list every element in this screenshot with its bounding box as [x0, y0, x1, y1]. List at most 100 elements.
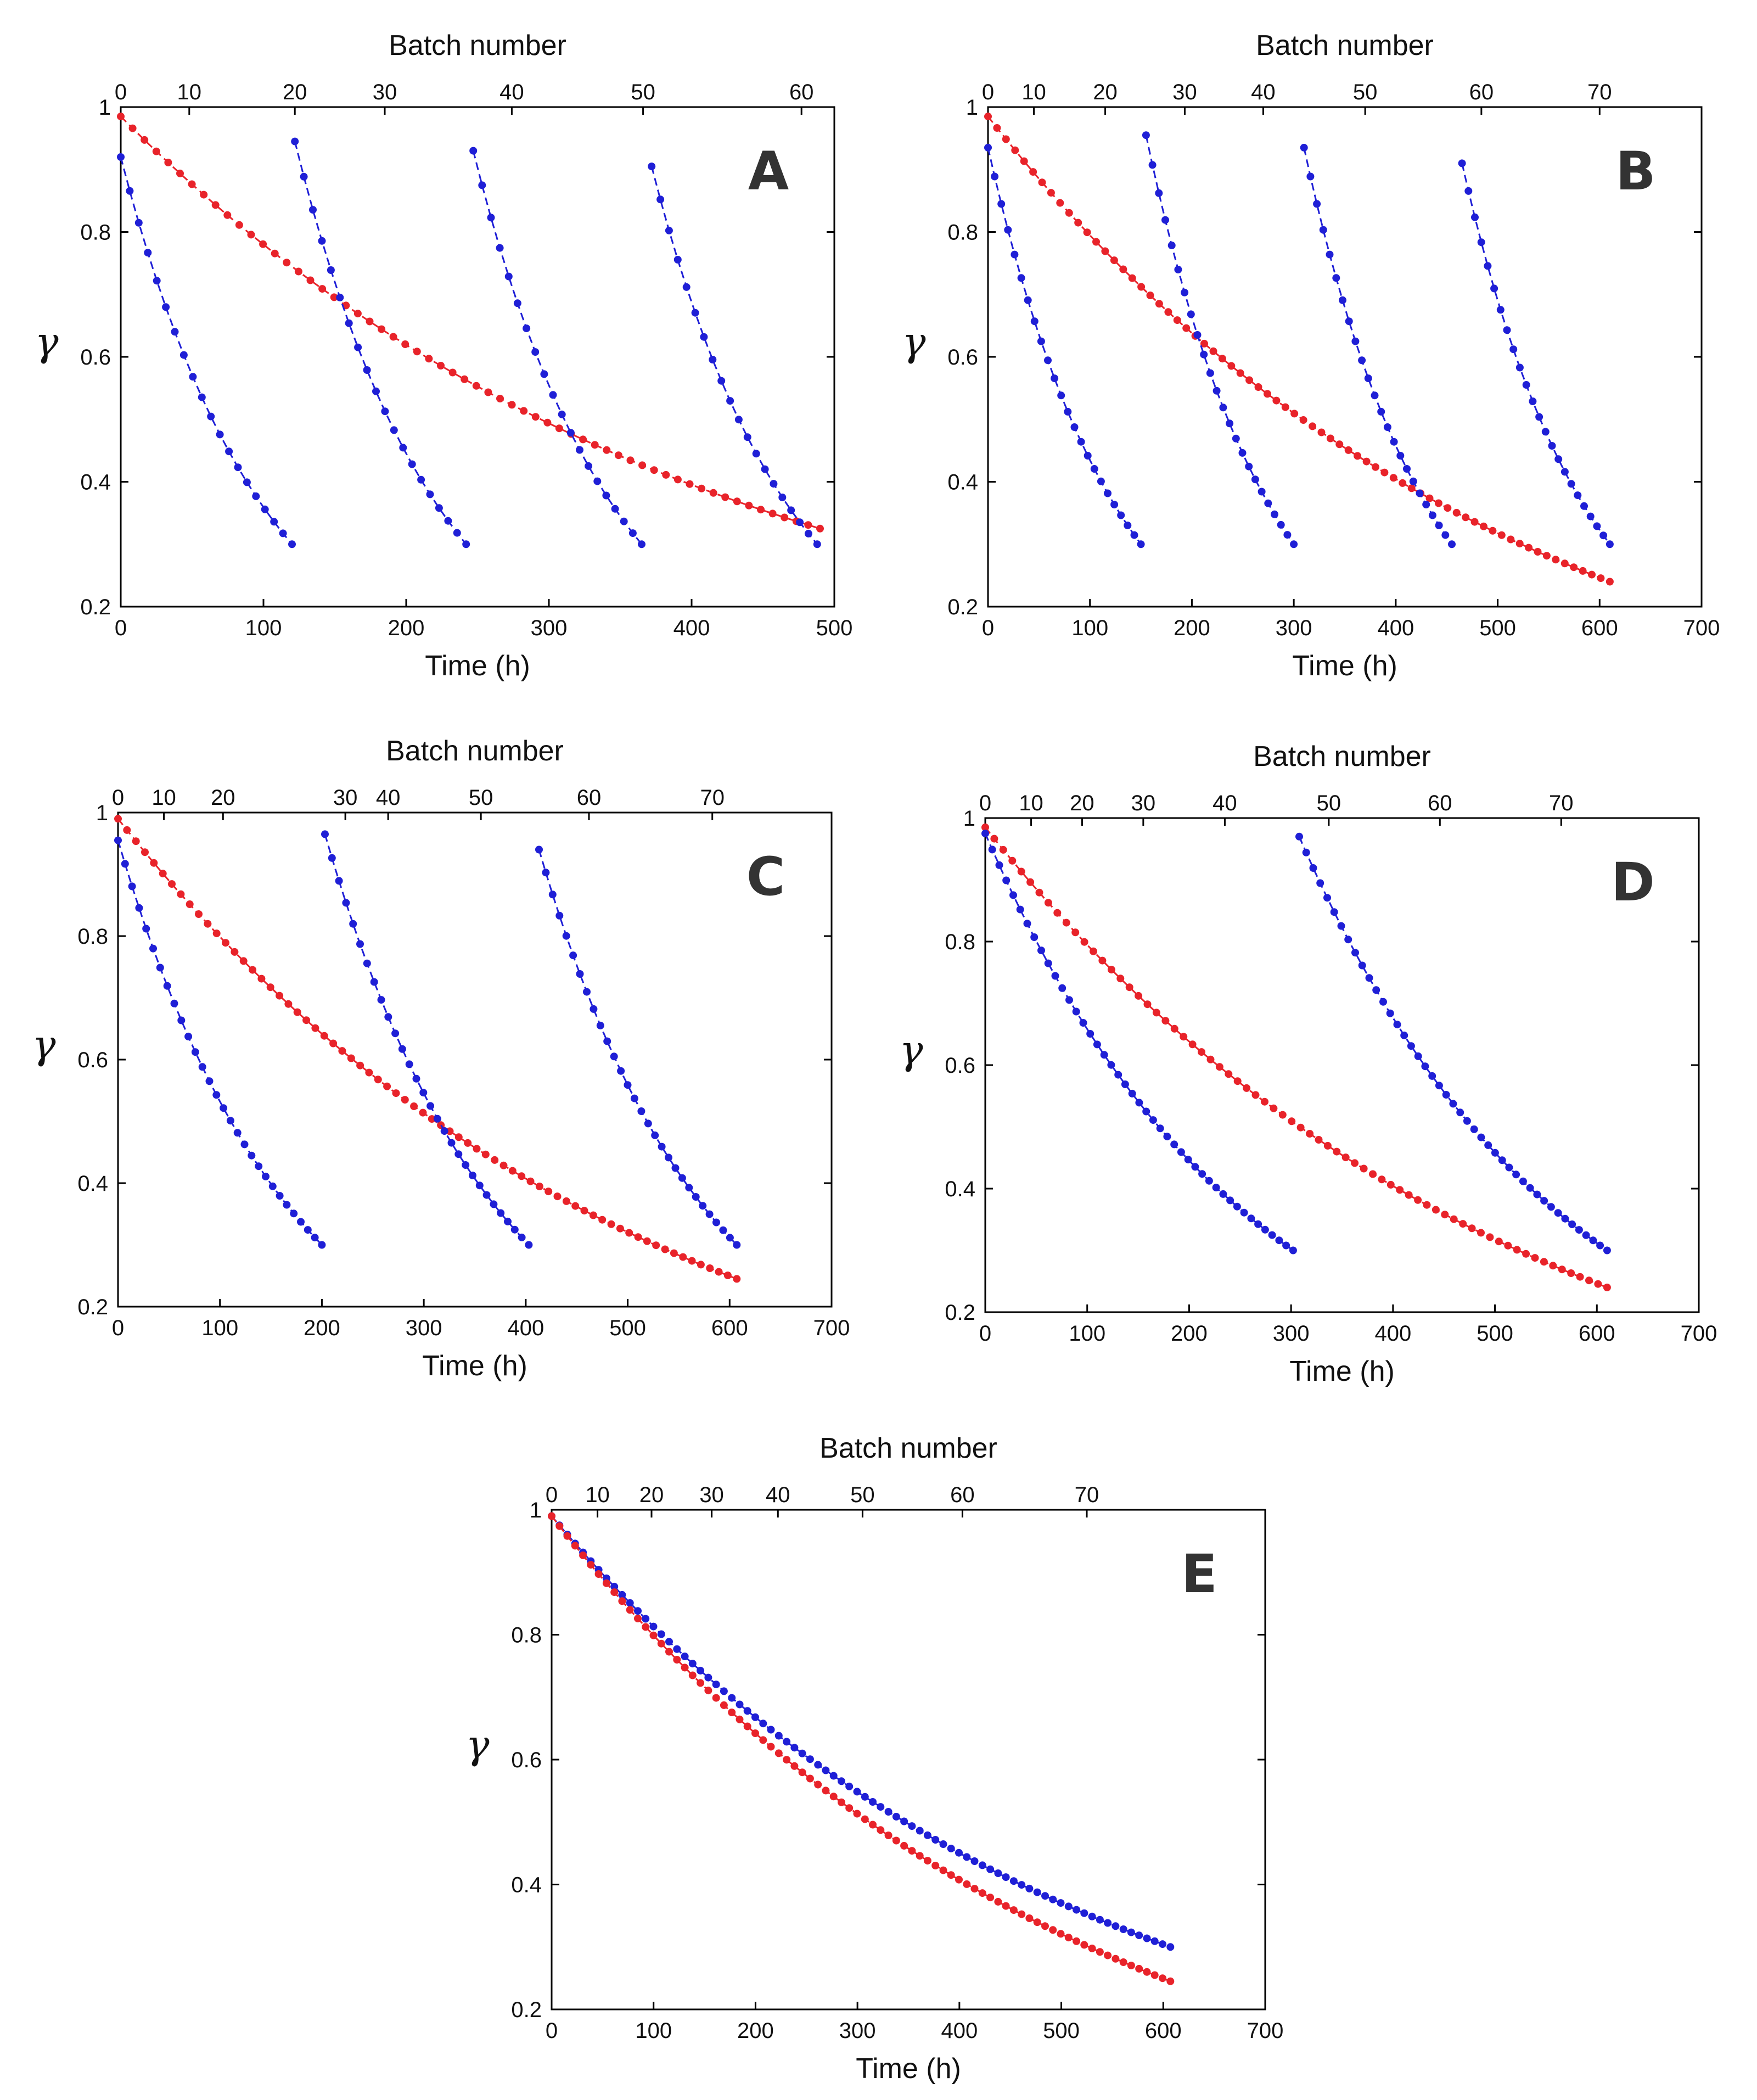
red-data-point — [1128, 274, 1136, 282]
blue-data-point — [838, 1777, 845, 1785]
blue-data-point — [804, 529, 812, 537]
red-data-point — [1432, 1206, 1440, 1214]
blue-data-point — [475, 1181, 484, 1190]
red-data-point — [508, 401, 516, 409]
blue-data-point — [736, 1700, 744, 1709]
blue-data-point — [1107, 1061, 1115, 1069]
red-data-point — [1056, 199, 1064, 207]
red-data-point — [736, 1715, 744, 1723]
blue-series-line — [472, 150, 643, 545]
red-data-point — [1531, 1254, 1539, 1262]
blue-data-point — [978, 1861, 986, 1869]
y-tick-label: 0.8 — [80, 221, 111, 245]
blue-data-point — [377, 996, 385, 1004]
y-tick-label: 1 — [966, 96, 978, 120]
blue-data-point — [1428, 1072, 1436, 1080]
red-data-point — [247, 231, 255, 239]
red-data-point — [1576, 1273, 1584, 1281]
red-data-point — [249, 966, 257, 974]
red-data-point — [1180, 1033, 1188, 1041]
blue-data-point — [156, 964, 164, 972]
red-data-point — [869, 1821, 877, 1829]
blue-data-point — [555, 911, 564, 920]
y-tick-label: 0.8 — [945, 930, 975, 954]
blue-data-point — [1174, 266, 1182, 273]
blue-data-point — [1093, 1040, 1101, 1049]
top-tick-label: 0 — [982, 80, 994, 104]
red-data-point — [650, 466, 658, 474]
red-data-point — [721, 493, 729, 501]
red-data-point — [1567, 1269, 1575, 1277]
blue-data-point — [149, 944, 157, 953]
red-data-point — [413, 348, 421, 356]
blue-data-point — [1383, 423, 1391, 431]
x-tick-label: 500 — [816, 616, 853, 640]
y-tick-label: 1 — [963, 807, 975, 831]
blue-data-point — [1119, 1925, 1127, 1933]
blue-data-point — [1213, 387, 1221, 395]
blue-data-point — [240, 1140, 249, 1149]
red-data-point — [697, 1261, 705, 1269]
x-tick-label: 500 — [1479, 616, 1516, 640]
red-data-point — [1477, 1229, 1485, 1237]
red-data-point — [446, 1127, 454, 1135]
red-data-point — [1002, 135, 1010, 143]
blue-data-point — [1515, 363, 1524, 372]
blue-data-point — [752, 450, 760, 458]
red-data-point — [1116, 975, 1125, 983]
x-tick-label: 0 — [979, 1321, 991, 1346]
red-data-point — [774, 1749, 783, 1757]
red-data-point — [212, 929, 221, 938]
red-data-point — [1182, 324, 1191, 332]
red-data-point — [1396, 1186, 1404, 1194]
red-data-point — [1188, 1040, 1197, 1049]
blue-data-point — [1505, 1163, 1513, 1172]
red-data-point — [114, 815, 122, 823]
blue-data-point — [170, 999, 178, 1007]
blue-data-point — [462, 540, 470, 548]
red-data-point — [1038, 178, 1046, 187]
blue-series-line — [1298, 836, 1608, 1251]
blue-data-point — [504, 272, 513, 281]
red-data-point — [1143, 1000, 1152, 1009]
red-data-point — [356, 1061, 364, 1069]
blue-data-point — [861, 1793, 869, 1801]
top-tick-label: 0 — [112, 786, 124, 810]
blue-data-point — [624, 1081, 632, 1089]
blue-data-point — [1283, 531, 1292, 539]
blue-data-point — [1490, 284, 1498, 293]
y-tick-label: 0.2 — [945, 1301, 975, 1325]
blue-data-point — [1110, 501, 1119, 508]
blue-data-point — [767, 1726, 775, 1734]
red-data-point — [1459, 1220, 1467, 1228]
blue-data-point — [1554, 455, 1563, 463]
blue-data-point — [487, 214, 495, 222]
blue-data-point — [699, 1202, 707, 1210]
blue-data-point — [1596, 1241, 1604, 1250]
top-axis-title: Batch number — [389, 30, 566, 61]
blue-data-point — [726, 1234, 734, 1242]
top-tick-label: 70 — [1549, 791, 1574, 815]
blue-data-point — [163, 982, 171, 990]
blue-data-point — [1300, 143, 1308, 152]
red-data-point — [931, 1862, 940, 1869]
red-data-point — [670, 1249, 678, 1257]
red-data-point — [768, 509, 777, 518]
blue-data-point — [1261, 1225, 1269, 1234]
top-tick-label: 60 — [789, 80, 814, 104]
blue-data-point — [1219, 1190, 1227, 1198]
red-data-point — [383, 1082, 391, 1090]
blue-data-point — [728, 1694, 736, 1702]
x-tick-label: 700 — [1683, 616, 1720, 640]
red-data-point — [123, 826, 131, 834]
blue-data-point — [276, 1192, 284, 1200]
blue-data-point — [658, 1143, 666, 1151]
blue-data-point — [717, 377, 726, 385]
blue-data-point — [279, 529, 287, 537]
red-data-point — [1025, 1914, 1034, 1922]
blue-data-point — [1051, 374, 1059, 383]
blue-data-point — [712, 1681, 720, 1689]
plot-frame — [120, 106, 835, 608]
red-data-point — [1272, 396, 1281, 405]
blue-data-point — [1072, 1007, 1080, 1016]
